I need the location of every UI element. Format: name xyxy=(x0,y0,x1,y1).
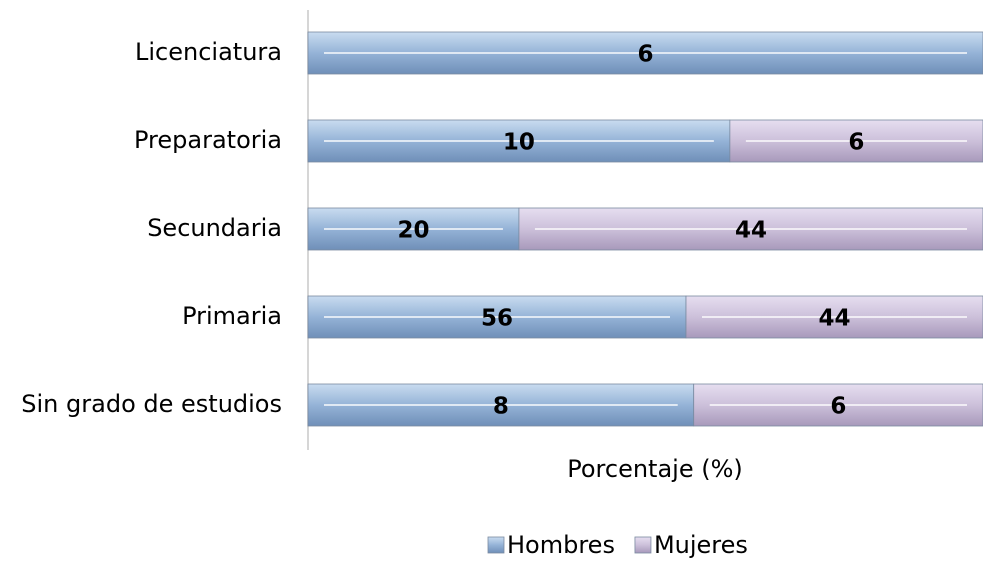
data-label: 6 xyxy=(830,394,846,420)
data-label: 56 xyxy=(481,306,513,332)
legend-label: Mujeres xyxy=(654,531,748,559)
data-label: 10 xyxy=(503,130,535,156)
y-tick-label: Licenciatura xyxy=(135,38,282,66)
data-label: 44 xyxy=(735,218,767,244)
legend-swatch xyxy=(487,536,505,554)
data-label: 6 xyxy=(637,42,653,68)
data-label: 8 xyxy=(493,394,509,420)
data-label: 44 xyxy=(818,306,850,332)
legend-swatch xyxy=(634,536,652,554)
x-axis-label: Porcentaje (%) xyxy=(567,455,743,483)
legend-label: Hombres xyxy=(507,531,615,559)
data-label: 20 xyxy=(397,218,429,244)
y-tick-label: Secundaria xyxy=(147,214,282,242)
y-tick-label: Primaria xyxy=(182,302,282,330)
y-tick-label: Preparatoria xyxy=(134,126,282,154)
data-label: 6 xyxy=(848,130,864,156)
y-tick-label: Sin grado de estudios xyxy=(21,390,282,418)
